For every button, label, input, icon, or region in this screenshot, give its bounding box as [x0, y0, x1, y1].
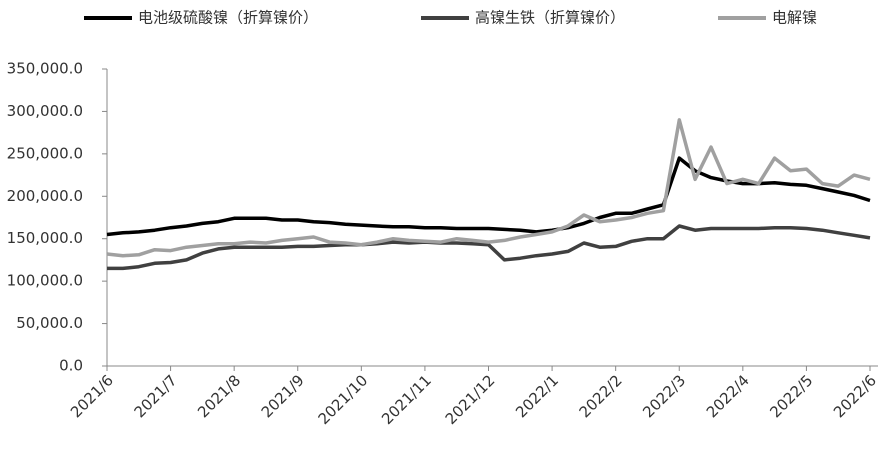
x-tick-label: 2021/7 [131, 371, 181, 421]
x-tick-label: 2022/6 [830, 371, 880, 421]
series-line [106, 118, 871, 258]
x-tick-label: 2022/4 [703, 371, 753, 421]
x-tick-label: 2021/10 [315, 371, 372, 428]
y-tick-label: 350,000.0 [7, 60, 83, 78]
x-tick-label: 2022/1 [512, 371, 562, 421]
y-tick-label: 300,000.0 [7, 102, 83, 120]
series-line [106, 156, 871, 237]
series-line [107, 224, 871, 271]
x-tick-label: 2021/8 [194, 371, 244, 421]
legend-label: 电池级硫酸镍（折算镍价） [138, 9, 318, 27]
legend-label: 高镍生铁（折算镍价） [475, 9, 625, 27]
y-tick-label: 150,000.0 [7, 229, 83, 247]
legend-label: 电解镍 [772, 9, 817, 27]
y-tick-label: 200,000.0 [7, 187, 83, 205]
x-tick-label: 2022/3 [639, 371, 689, 421]
y-tick-label: 50,000.0 [16, 314, 83, 332]
x-tick-label: 2021/12 [442, 371, 499, 428]
y-tick-label: 0.0 [59, 357, 83, 375]
x-tick-label: 2021/11 [378, 371, 435, 428]
x-tick-label: 2022/5 [766, 371, 816, 421]
x-tick-label: 2022/2 [576, 371, 626, 421]
x-tick-label: 2021/9 [258, 371, 308, 421]
y-tick-label: 100,000.0 [7, 272, 83, 290]
y-tick-label: 250,000.0 [7, 144, 83, 162]
x-tick-label: 2021/6 [67, 371, 117, 421]
